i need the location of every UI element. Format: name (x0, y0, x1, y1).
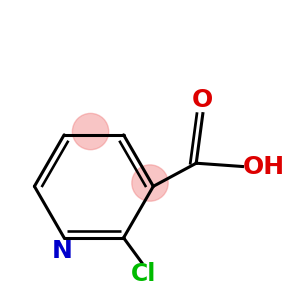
Text: Cl: Cl (131, 262, 156, 286)
Text: O: O (192, 88, 214, 112)
Circle shape (132, 165, 168, 201)
Circle shape (72, 113, 109, 150)
Text: N: N (52, 239, 73, 263)
Text: OH: OH (243, 154, 285, 178)
